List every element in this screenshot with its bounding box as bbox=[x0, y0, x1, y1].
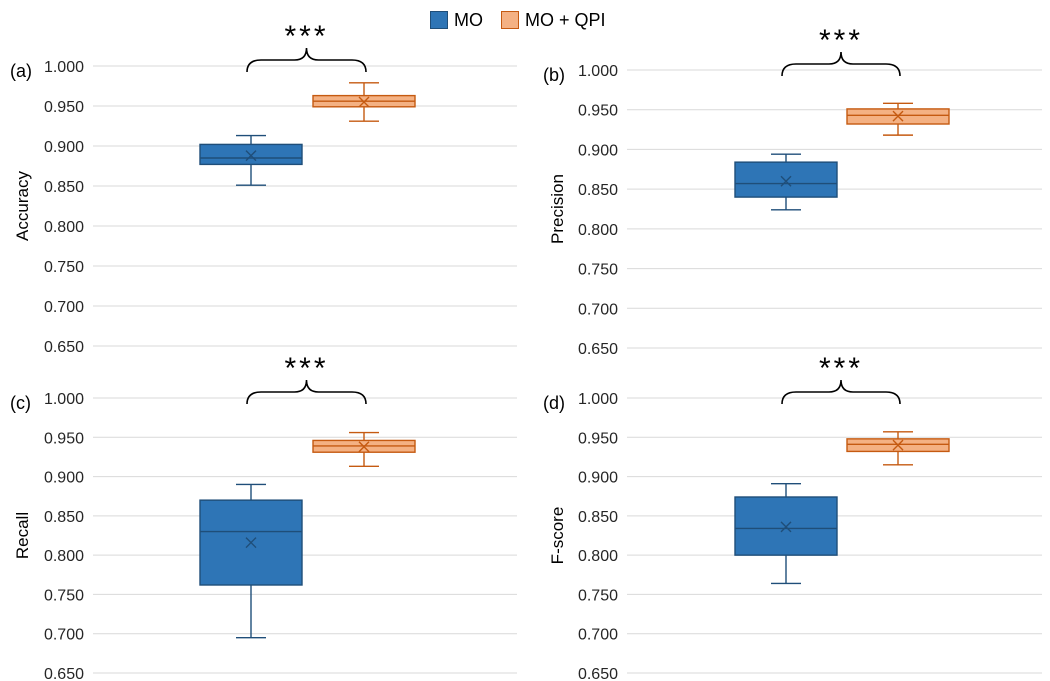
y-tick-label: 0.800 bbox=[44, 548, 84, 565]
mean-marker bbox=[358, 441, 370, 453]
y-tick-label: 0.950 bbox=[578, 103, 618, 120]
y-tick-label: 1.000 bbox=[578, 391, 618, 408]
panel-label: (c) bbox=[10, 393, 31, 413]
legend-label-mo-qpi: MO + QPI bbox=[525, 9, 606, 30]
mean-marker bbox=[245, 537, 257, 549]
mean-marker bbox=[780, 175, 792, 187]
y-tick-label: 0.950 bbox=[44, 430, 84, 447]
legend-item-mo-qpi: MO + QPI bbox=[501, 10, 606, 31]
legend-item-mo: MO bbox=[430, 10, 483, 31]
y-tick-label: 0.800 bbox=[44, 219, 84, 236]
y-tick-label: 0.650 bbox=[578, 666, 618, 681]
y-axis-title: Precision bbox=[548, 174, 567, 244]
y-tick-label: 0.900 bbox=[44, 139, 84, 156]
y-tick-label: 0.900 bbox=[578, 470, 618, 487]
y-tick-label: 0.800 bbox=[578, 548, 618, 565]
y-tick-label: 0.900 bbox=[44, 470, 84, 487]
y-tick-label: 0.700 bbox=[578, 301, 618, 318]
legend-label-mo: MO bbox=[454, 9, 483, 30]
y-tick-label: 0.700 bbox=[578, 627, 618, 644]
box-mo bbox=[734, 161, 838, 198]
significance-brace bbox=[246, 47, 367, 73]
chart-legend: MO MO + QPI bbox=[430, 8, 624, 32]
y-tick-label: 0.700 bbox=[44, 299, 84, 316]
significance-label: *** bbox=[819, 24, 863, 57]
y-tick-label: 0.850 bbox=[44, 509, 84, 526]
significance-brace bbox=[781, 51, 901, 77]
significance-brace bbox=[246, 379, 367, 405]
y-axis-title: Recall bbox=[13, 512, 32, 559]
y-tick-label: 0.650 bbox=[44, 339, 84, 356]
mean-marker bbox=[245, 150, 257, 162]
mean-marker bbox=[892, 439, 904, 451]
y-tick-label: 0.950 bbox=[578, 430, 618, 447]
y-tick-label: 0.850 bbox=[578, 509, 618, 526]
y-tick-label: 0.700 bbox=[44, 627, 84, 644]
significance-brace bbox=[781, 379, 901, 405]
y-tick-label: 1.000 bbox=[44, 59, 84, 76]
y-tick-label: 0.750 bbox=[44, 259, 84, 276]
significance-label: *** bbox=[284, 352, 328, 385]
significance-label: *** bbox=[819, 352, 863, 385]
y-tick-label: 1.000 bbox=[578, 63, 618, 80]
panel-label: (d) bbox=[543, 393, 565, 413]
y-tick-label: 0.850 bbox=[578, 182, 618, 199]
panel-label: (b) bbox=[543, 65, 565, 85]
significance-label: *** bbox=[284, 20, 328, 53]
y-tick-label: 0.800 bbox=[578, 222, 618, 239]
y-tick-label: 0.750 bbox=[578, 262, 618, 279]
y-tick-label: 1.000 bbox=[44, 391, 84, 408]
legend-swatch-mo bbox=[430, 11, 448, 29]
y-axis-title: Accuracy bbox=[13, 171, 32, 241]
y-tick-label: 0.750 bbox=[578, 587, 618, 604]
panel-label: (a) bbox=[10, 61, 32, 81]
y-tick-label: 0.900 bbox=[578, 142, 618, 159]
y-tick-label: 0.750 bbox=[44, 587, 84, 604]
y-tick-label: 0.850 bbox=[44, 179, 84, 196]
y-tick-label: 0.650 bbox=[578, 341, 618, 358]
mean-marker bbox=[358, 96, 370, 108]
mean-marker bbox=[780, 521, 792, 533]
y-tick-label: 0.950 bbox=[44, 99, 84, 116]
box-mo bbox=[199, 143, 303, 166]
legend-swatch-mo-qpi bbox=[501, 11, 519, 29]
y-axis-title: F-score bbox=[548, 507, 567, 565]
mean-marker bbox=[892, 110, 904, 122]
y-tick-label: 0.650 bbox=[44, 666, 84, 681]
